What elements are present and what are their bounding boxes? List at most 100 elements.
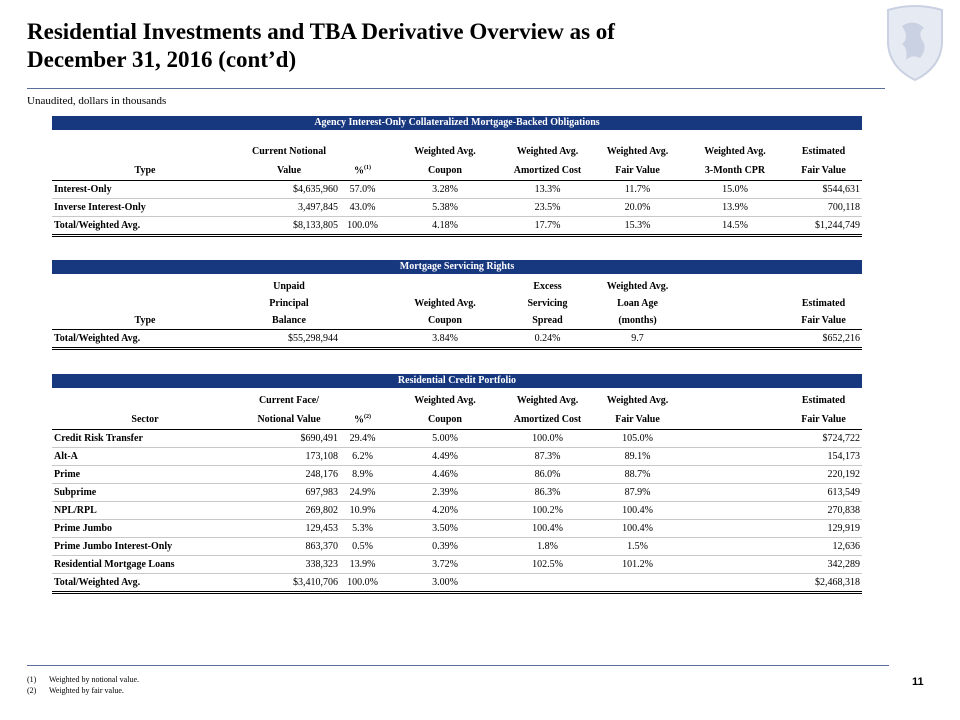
column-header: Weighted Avg. Coupon: [385, 274, 505, 330]
header-line: Estimated: [801, 146, 846, 157]
table-cell: Alt-A: [52, 447, 238, 466]
column-header: Current Face/Notional Value: [238, 388, 340, 430]
table-cell: 57.0%: [340, 180, 385, 199]
thead: Type Unpaid Principal Balance Weighted Avg. C…: [52, 274, 862, 330]
table-row: Alt-A 173,108 6.2% 4.49% 87.3% 89.1% 154,173: [52, 447, 862, 466]
column-header: Weighted Avg. Fair Value: [590, 388, 685, 430]
table-cell: [685, 573, 785, 594]
table-cell: 173,108: [238, 447, 340, 466]
title-line: December 31, 2016 (cont’d): [27, 47, 297, 72]
table-cell: Total/Weighted Avg.: [52, 216, 238, 237]
table-row: Prime Jumbo 129,453 5.3% 3.50% 100.4% 100.4% 1…: [52, 519, 862, 538]
header-line: Current Notional: [252, 146, 326, 157]
header-row: Type Unpaid Principal Balance Weighted Avg. C…: [52, 274, 862, 330]
header-line: Weighted Avg.: [414, 395, 476, 406]
header-line: Coupon: [428, 414, 462, 425]
title: Residential Investments and TBA Derivati…: [27, 18, 615, 74]
table-row: Total/Weighted Avg. $8,133,805 100.0% 4.18%…: [52, 216, 862, 237]
table-cell: Total/Weighted Avg.: [52, 329, 238, 350]
table-cell: Subprime: [52, 483, 238, 502]
table-cell: 0.39%: [385, 537, 505, 556]
logo: [887, 5, 943, 82]
table-cell: 5.00%: [385, 429, 505, 448]
header-line: Fair Value: [801, 414, 846, 425]
column-header: Sector: [52, 388, 238, 430]
header-line: Estimated: [801, 298, 846, 309]
table: Sector Current Face/Notional Value %(2) Wei…: [52, 388, 862, 594]
column-header: Estimated Fair Value: [785, 130, 862, 181]
header-line: Current Face/: [258, 395, 320, 406]
column-header: Estimated Fair Value: [785, 388, 862, 430]
column-header: Weighted Avg. 3-Month CPR: [685, 130, 785, 181]
header-line: Type: [134, 165, 156, 176]
table-cell: 87.3%: [505, 447, 590, 466]
header-line: Unpaid: [273, 281, 305, 292]
table-block: Mortgage Servicing Rights Type Unpaid Princ…: [52, 260, 862, 350]
table-cell: $8,133,805: [238, 216, 340, 237]
header-line: Fair Value: [615, 414, 660, 425]
table-cell: 101.2%: [590, 555, 685, 574]
table-cell: Inverse Interest-Only: [52, 198, 238, 217]
table-cell: 129,453: [238, 519, 340, 538]
table-cell: 100.4%: [505, 519, 590, 538]
table-cell: 8.9%: [340, 465, 385, 484]
footnote-ref: (2): [364, 413, 371, 420]
footnote-text: Weighted by fair value.: [49, 686, 124, 695]
table-cell: Prime Jumbo: [52, 519, 238, 538]
table-row: Total/Weighted Avg. $55,298,944 3.84% 0.24%…: [52, 329, 862, 350]
footer-rule: [27, 665, 889, 666]
table-cell: Credit Risk Transfer: [52, 429, 238, 448]
table-cell: [340, 329, 385, 350]
table-cell: 613,549: [785, 483, 862, 502]
table-cell: $4,635,960: [238, 180, 340, 199]
table-cell: 154,173: [785, 447, 862, 466]
column-header: [685, 274, 785, 330]
table-cell: $544,631: [785, 180, 862, 199]
table-cell: 1.8%: [505, 537, 590, 556]
table-cell: 17.7%: [505, 216, 590, 237]
header-line: %(2): [354, 413, 371, 425]
table-cell: 0.24%: [505, 329, 590, 350]
header-line: Fair Value: [615, 165, 660, 176]
table-cell: 86.3%: [505, 483, 590, 502]
column-header: Weighted Avg. Amortized Cost: [505, 388, 590, 430]
table-cell: $1,244,749: [785, 216, 862, 237]
column-header: Current Notional Value: [238, 130, 340, 181]
thead: Type Current Notional Value %(1) Weighted Av…: [52, 130, 862, 181]
table-block: Residential Credit Portfolio Sector Curren…: [52, 374, 862, 594]
table-cell: 248,176: [238, 465, 340, 484]
table-cell: 100.0%: [340, 573, 385, 594]
table-cell: 4.18%: [385, 216, 505, 237]
table-cell: $690,491: [238, 429, 340, 448]
table-cell: 1.5%: [590, 537, 685, 556]
table-cell: [590, 573, 685, 594]
footnotes: (1) Weighted by notional value. (2) Weighte…: [27, 674, 139, 696]
table-cell: 87.9%: [590, 483, 685, 502]
table-cell: 5.38%: [385, 198, 505, 217]
table-cell: [685, 429, 785, 448]
table-cell: 100.4%: [590, 501, 685, 520]
table-cell: 43.0%: [340, 198, 385, 217]
table-cell: [685, 465, 785, 484]
table-cell: 3.84%: [385, 329, 505, 350]
table-cell: [685, 447, 785, 466]
header-line: Weighted Avg.: [606, 146, 669, 157]
footnote-marker: (2): [27, 686, 37, 695]
header-line: 3-Month CPR: [704, 165, 766, 176]
table-cell: 3.50%: [385, 519, 505, 538]
column-header: Weighted Avg. Amortized Cost: [505, 130, 590, 181]
header-line: Notional Value: [257, 414, 321, 425]
column-header: Weighted Avg. Loan Age (months): [590, 274, 685, 330]
table-cell: [685, 329, 785, 350]
column-header: Type: [52, 274, 238, 330]
header-line: Estimated: [801, 395, 846, 406]
column-header: [340, 274, 385, 330]
column-header: Type: [52, 130, 238, 181]
header-line: Weighted Avg.: [414, 298, 476, 309]
table-cell: 4.20%: [385, 501, 505, 520]
subtitle: Unaudited, dollars in thousands: [27, 95, 167, 107]
table-cell: 100.2%: [505, 501, 590, 520]
table-cell: Prime Jumbo Interest-Only: [52, 537, 238, 556]
page-number: 11: [912, 676, 924, 688]
